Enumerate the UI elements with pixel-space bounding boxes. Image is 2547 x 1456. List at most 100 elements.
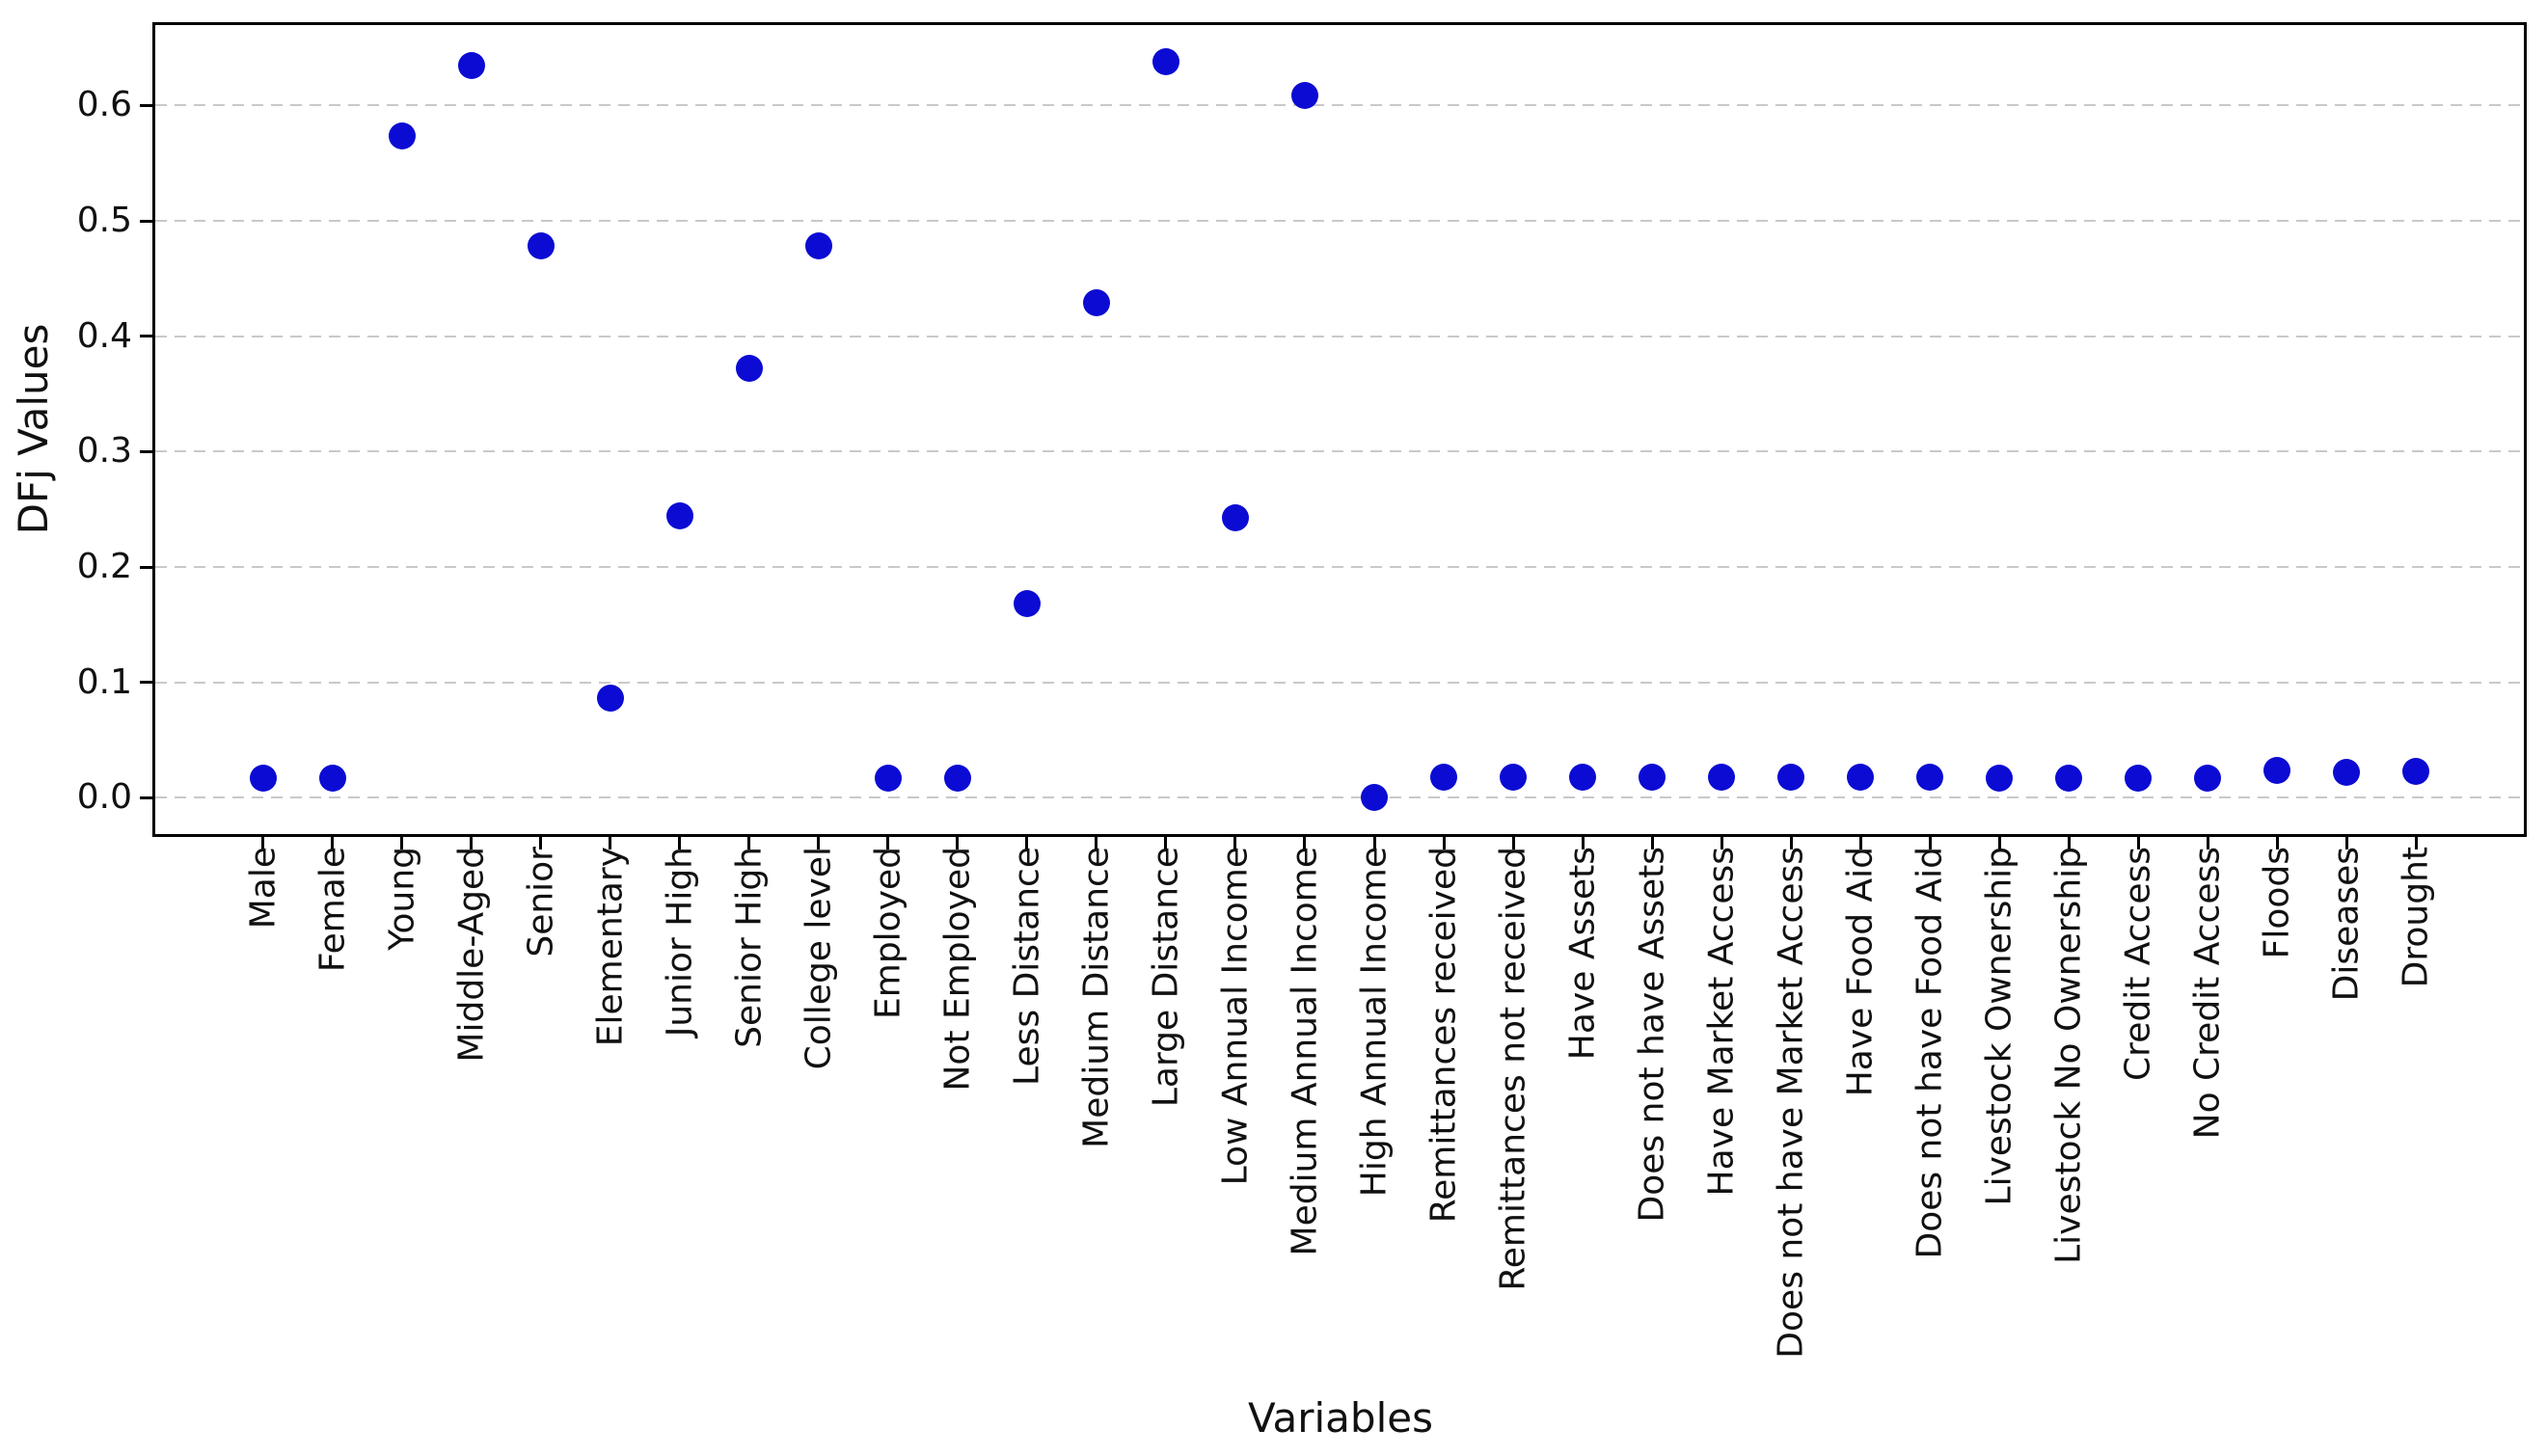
- data-point: [1361, 784, 1388, 812]
- x-tick-label: Drought: [2396, 847, 2436, 988]
- x-tick-label: Does not have Assets: [1632, 847, 1672, 1223]
- data-point: [665, 502, 693, 530]
- x-tick: [1997, 837, 2001, 849]
- x-tick-label: Have Food Aid: [1840, 847, 1881, 1097]
- data-point: [1290, 81, 1318, 109]
- y-gridline: [155, 220, 2524, 223]
- y-gridline: [155, 335, 2524, 337]
- data-point: [1013, 590, 1041, 618]
- x-tick: [1233, 837, 1237, 849]
- x-tick-label: Employed: [868, 847, 908, 1019]
- x-tick: [400, 837, 404, 849]
- x-tick: [1650, 837, 1654, 849]
- x-tick-label: College level: [799, 847, 839, 1070]
- gridlines-layer: [155, 25, 2524, 834]
- data-point: [1082, 289, 1110, 316]
- x-tick-label: Remittances not received: [1493, 847, 1533, 1291]
- x-tick: [1720, 837, 1723, 849]
- x-tick-label: Female: [312, 847, 352, 973]
- x-tick: [261, 837, 265, 849]
- data-point: [1152, 47, 1179, 75]
- x-tick-label: Diseases: [2326, 847, 2367, 1002]
- y-gridline: [155, 796, 2524, 799]
- y-gridline: [155, 566, 2524, 568]
- x-tick: [817, 837, 821, 849]
- x-tick-label: Does not have Food Aid: [1910, 847, 1950, 1259]
- y-tick-label: 0.2: [76, 547, 132, 586]
- x-tick-label: Large Distance: [1146, 847, 1186, 1108]
- data-point: [2055, 764, 2083, 792]
- data-point: [2194, 764, 2222, 792]
- x-tick: [470, 837, 474, 849]
- data-point: [1916, 763, 1944, 791]
- data-point: [943, 764, 971, 792]
- x-tick: [1581, 837, 1585, 849]
- data-point: [735, 355, 763, 383]
- data-point: [318, 764, 346, 792]
- data-point: [457, 51, 485, 79]
- x-tick: [2067, 837, 2071, 849]
- x-tick: [678, 837, 682, 849]
- x-tick-label: Young: [381, 847, 421, 951]
- y-tick: [140, 681, 152, 685]
- x-tick: [747, 837, 751, 849]
- x-tick-label: Does not have Market Access: [1771, 847, 1811, 1359]
- y-tick: [140, 335, 152, 338]
- y-tick: [140, 565, 152, 569]
- data-point: [527, 232, 555, 260]
- y-tick-label: 0.0: [76, 777, 132, 818]
- y-gridline: [155, 104, 2524, 107]
- y-gridline: [155, 450, 2524, 453]
- y-tick-label: 0.1: [76, 661, 132, 702]
- data-point: [1777, 763, 1805, 791]
- data-point: [249, 764, 277, 792]
- x-tick-label: Remittances received: [1423, 847, 1464, 1224]
- data-point: [1430, 763, 1458, 791]
- y-tick-label: 0.6: [76, 85, 132, 125]
- y-tick-label: 0.3: [76, 431, 132, 472]
- data-point: [2125, 764, 2153, 792]
- x-tick: [2344, 837, 2348, 849]
- x-tick-label: Have Market Access: [1701, 847, 1742, 1197]
- x-tick: [1858, 837, 1862, 849]
- data-point: [2263, 756, 2291, 784]
- x-tick-label: Credit Access: [2118, 847, 2158, 1081]
- x-tick: [2275, 837, 2279, 849]
- x-tick: [1164, 837, 1168, 849]
- x-tick-label: Middle-Aged: [451, 847, 492, 1063]
- data-point: [1221, 503, 1249, 531]
- x-tick-label: Senior: [521, 847, 561, 957]
- x-tick-label: Less Distance: [1007, 847, 1047, 1086]
- x-tick-label: Low Annual Income: [1215, 847, 1256, 1186]
- y-tick: [140, 219, 152, 223]
- x-tick-label: No Credit Access: [2187, 847, 2228, 1140]
- x-tick: [331, 837, 335, 849]
- x-tick: [2414, 837, 2418, 849]
- x-axis-label: Variables: [1248, 1394, 1433, 1442]
- y-tick-label: 0.5: [76, 201, 132, 241]
- x-tick: [1372, 837, 1376, 849]
- data-point: [1639, 763, 1666, 791]
- x-tick-label: Junior High: [660, 847, 700, 1038]
- data-point: [1500, 763, 1528, 791]
- x-tick: [2136, 837, 2140, 849]
- y-tick: [140, 103, 152, 107]
- x-tick: [1789, 837, 1793, 849]
- x-tick: [956, 837, 960, 849]
- x-tick-label: Medium Distance: [1076, 847, 1117, 1148]
- data-point: [1569, 763, 1597, 791]
- x-tick: [1442, 837, 1446, 849]
- x-tick: [886, 837, 890, 849]
- x-tick-label: Senior High: [729, 847, 770, 1048]
- points-layer: [155, 25, 2524, 834]
- x-tick-label: Elementary: [590, 847, 631, 1047]
- y-tick: [140, 795, 152, 799]
- data-point: [2402, 757, 2430, 785]
- y-tick-label: 0.4: [76, 315, 132, 356]
- x-tick-label: Not Employed: [937, 847, 978, 1092]
- x-tick: [2206, 837, 2209, 849]
- data-point: [1847, 763, 1875, 791]
- x-tick-label: Floods: [2257, 847, 2297, 959]
- x-tick: [1928, 837, 1932, 849]
